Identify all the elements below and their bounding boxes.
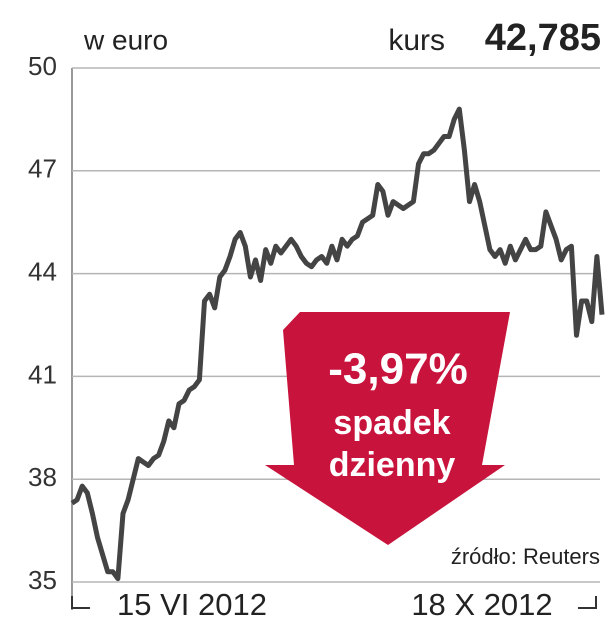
x-range-bracket bbox=[71, 596, 597, 609]
x-range-end: 18 X 2012 bbox=[411, 587, 552, 622]
price-value: 42,785 bbox=[485, 17, 601, 59]
y-tick-label: 38 bbox=[28, 462, 57, 492]
y-tick-label: 41 bbox=[28, 359, 57, 389]
change-value: -3,97% bbox=[328, 345, 467, 394]
chart-title: w euro bbox=[83, 24, 168, 55]
down-arrow bbox=[265, 312, 510, 545]
price-line bbox=[70, 106, 605, 582]
y-tick-label: 44 bbox=[28, 256, 57, 286]
x-range-start: 15 VI 2012 bbox=[117, 587, 267, 622]
y-tick-label: 50 bbox=[28, 51, 57, 81]
y-tick-label: 35 bbox=[28, 565, 57, 595]
source: źródło: Reuters bbox=[451, 544, 600, 569]
price-label: kurs bbox=[388, 24, 445, 57]
change-caption: spadek bbox=[333, 404, 450, 442]
change-caption: dzienny bbox=[329, 446, 456, 484]
y-tick-label: 47 bbox=[28, 154, 57, 184]
